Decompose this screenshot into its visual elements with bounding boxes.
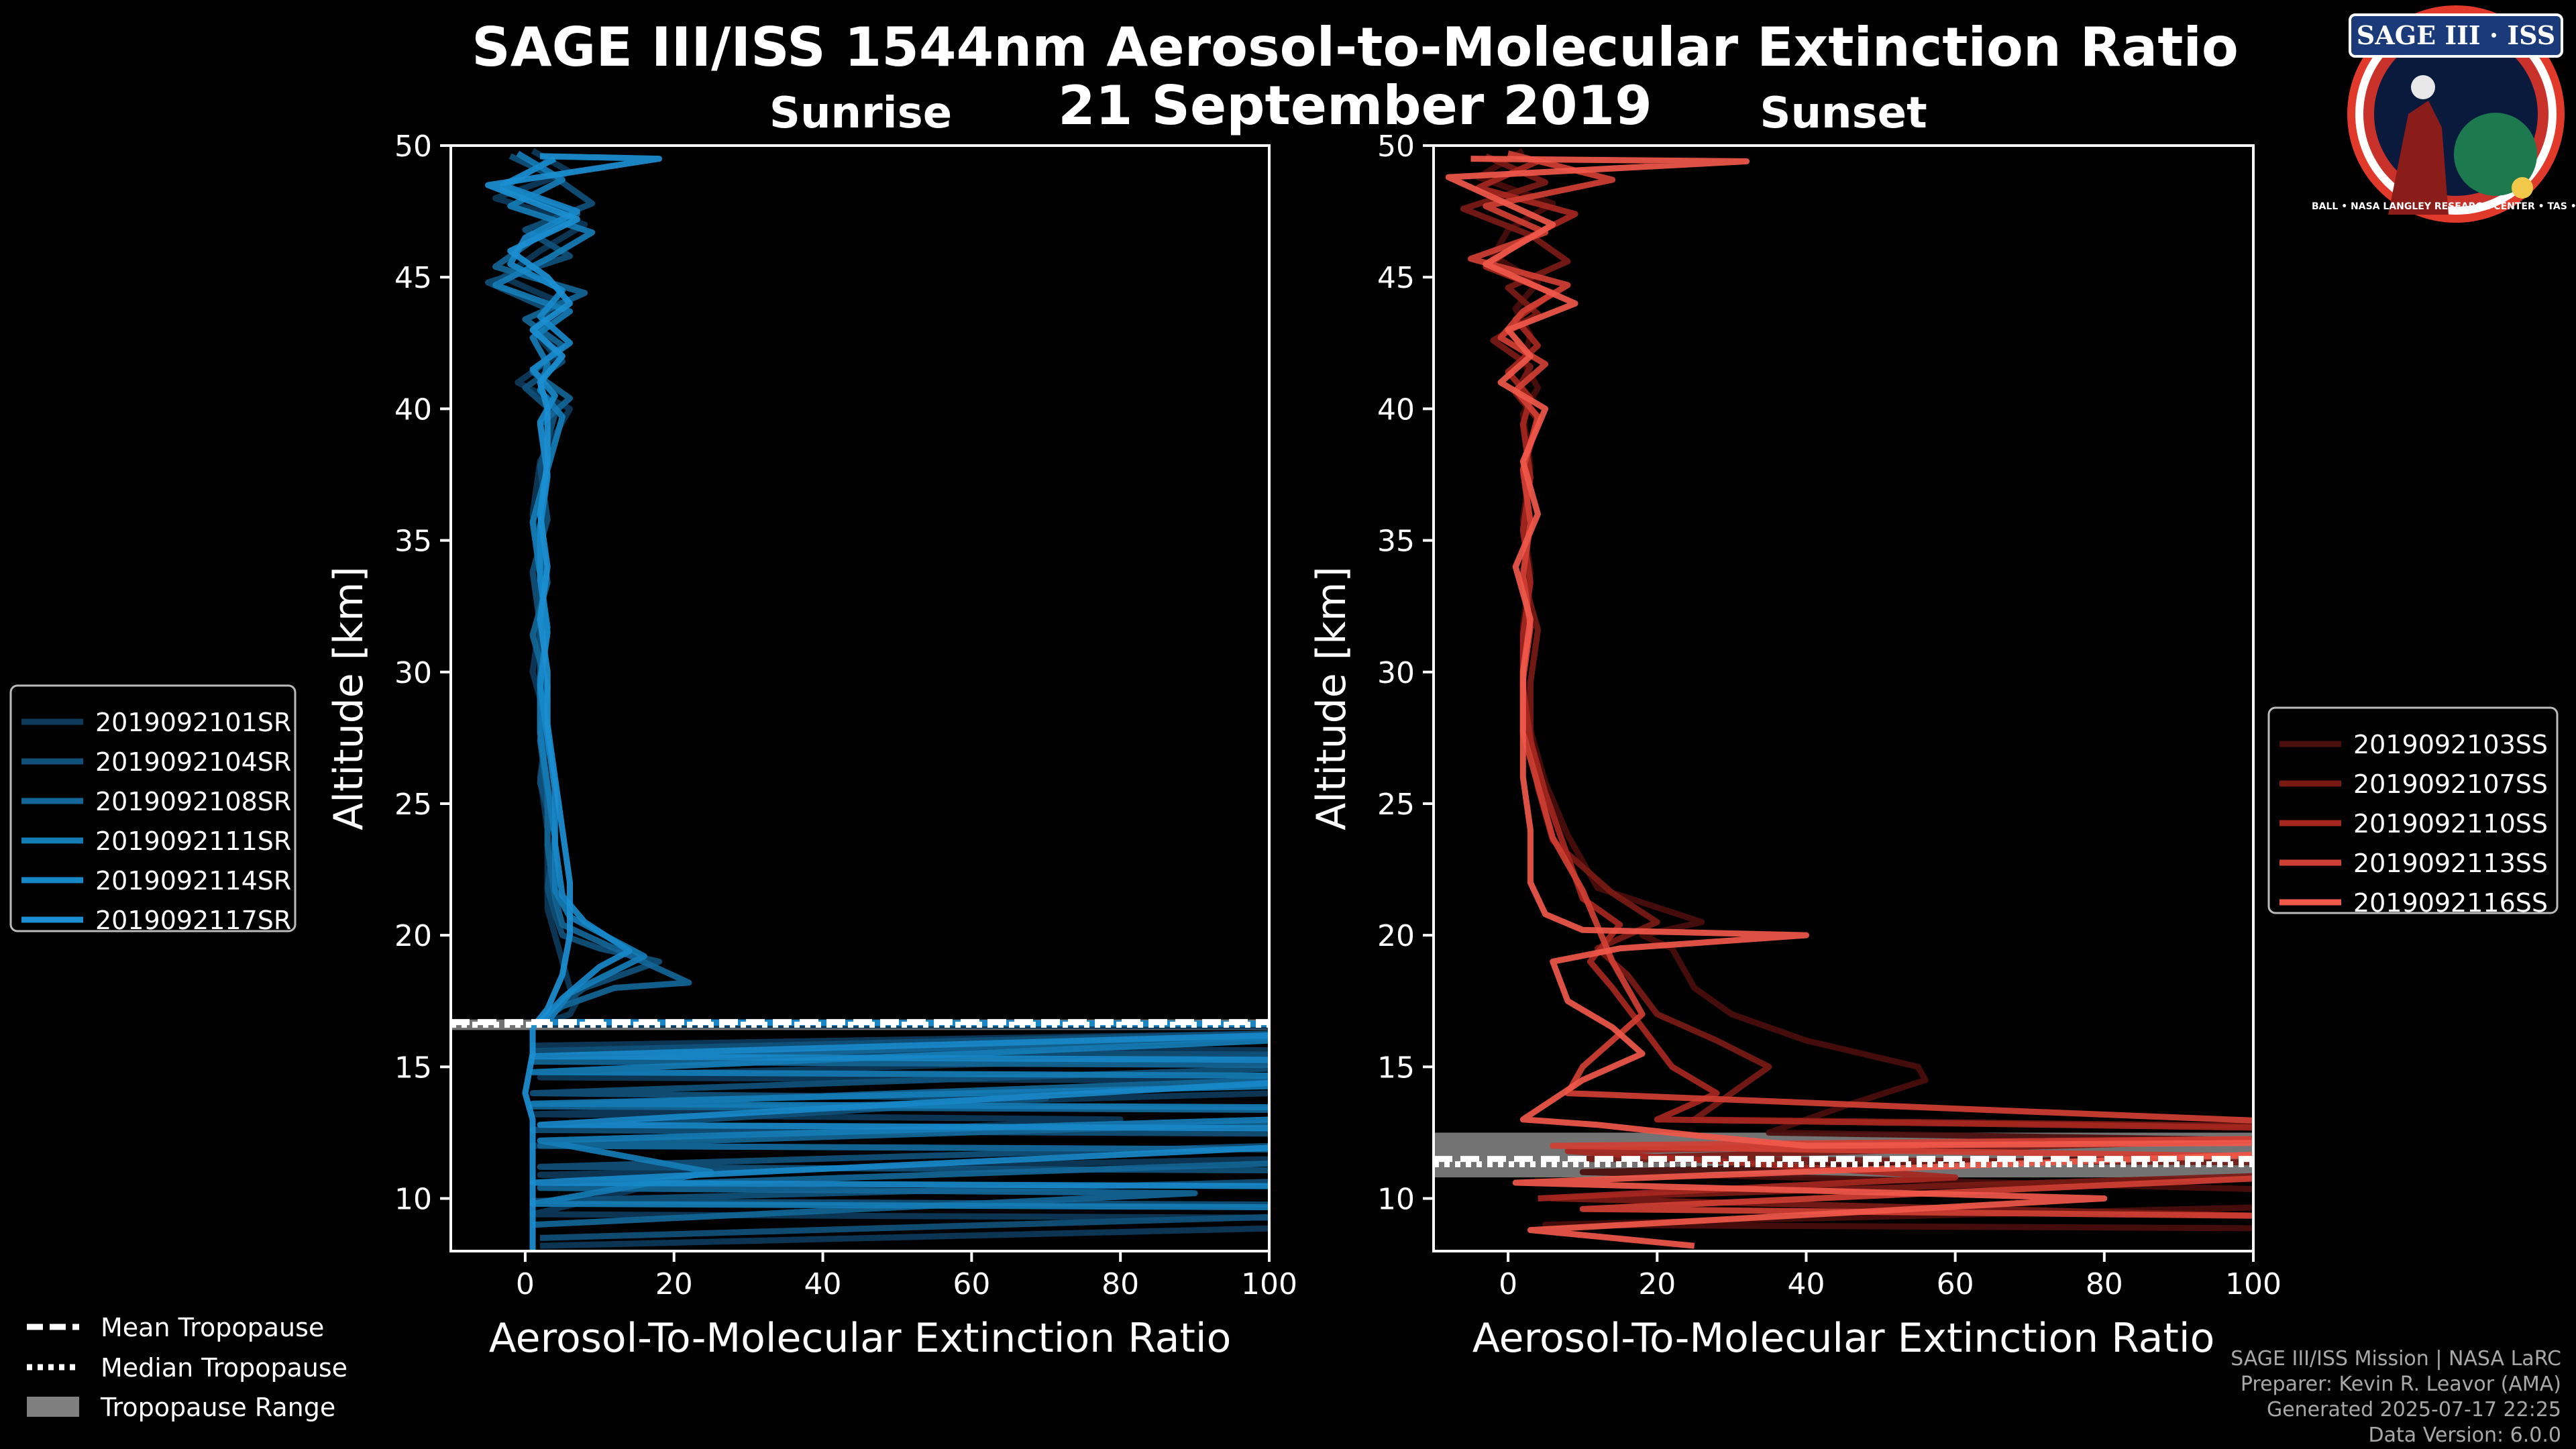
y-tick-label: 50 bbox=[1377, 129, 1415, 164]
legend-label-2019092116SS: 2019092116SS bbox=[2353, 888, 2548, 918]
legend-label-2019092111SR: 2019092111SR bbox=[95, 826, 291, 856]
y-axis-label: Altitude [km] bbox=[1308, 566, 1355, 830]
y-tick-label: 30 bbox=[1377, 656, 1415, 690]
legend-frame bbox=[9, 684, 297, 932]
axes-frame bbox=[1432, 144, 2255, 1252]
x-tick-label: 60 bbox=[953, 1267, 990, 1301]
series-legend: 2019092103SS 2019092107SS 2019092110SS 2019… bbox=[2267, 706, 2559, 918]
legend-label-2019092101SR: 2019092101SR bbox=[95, 708, 291, 737]
legend-label-2019092114SR: 2019092114SR bbox=[95, 866, 291, 896]
y-tick-label: 45 bbox=[1377, 261, 1415, 295]
x-tick-label: 0 bbox=[1499, 1267, 1517, 1301]
y-tick-label: 10 bbox=[1377, 1183, 1415, 1217]
y-tick-label: 15 bbox=[1377, 1051, 1415, 1085]
earth-icon bbox=[2454, 113, 2537, 196]
credit-data-version: Data Version: 6.0.0 bbox=[2369, 1424, 2561, 1447]
credits: SAGE III/ISS Mission | NASA LaRC Prepare… bbox=[2231, 1347, 2561, 1447]
x-tick-label: 80 bbox=[1102, 1267, 1139, 1301]
sunset-plot: 0 20 40 60 80 100 10 15 20 25 30 35 40 45 50 Aerosol-To… bbox=[1308, 129, 2559, 1362]
credit-mission: SAGE III/ISS Mission | NASA LaRC bbox=[2231, 1347, 2561, 1371]
y-tick-label: 30 bbox=[394, 656, 432, 690]
legend-median-tropopause: Median Tropopause bbox=[101, 1353, 347, 1383]
legend-label-2019092117SR: 2019092117SR bbox=[95, 906, 291, 935]
legend-label-2019092113SS: 2019092113SS bbox=[2353, 849, 2548, 878]
x-tick-label: 20 bbox=[655, 1267, 693, 1301]
x-tick-label: 20 bbox=[1638, 1267, 1676, 1301]
sage-iii-iss-badge: SAGE III · ISS BALL • NASA LANGLEY RESEA… bbox=[2312, 5, 2576, 223]
legend-tropopause-range: Tropopause Range bbox=[100, 1393, 335, 1422]
y-tick-label: 35 bbox=[394, 525, 432, 559]
tropopause-range-swatch bbox=[27, 1397, 79, 1417]
sun-icon bbox=[2512, 177, 2533, 199]
legend-label-2019092104SR: 2019092104SR bbox=[95, 747, 291, 777]
y-tick-label: 15 bbox=[394, 1051, 432, 1085]
y-tick-label: 25 bbox=[1377, 788, 1415, 822]
y-tick-label: 50 bbox=[394, 129, 432, 164]
x-tick-label: 80 bbox=[2086, 1267, 2123, 1301]
wizard-icon bbox=[2388, 101, 2449, 215]
sunrise-plot: 0 20 40 60 80 100 10 15 20 25 30 35 40 45 50 Aerosol-To… bbox=[9, 129, 1297, 1362]
axes-frame bbox=[449, 144, 1271, 1252]
y-tick-label: 45 bbox=[394, 261, 432, 295]
credit-preparer: Preparer: Kevin R. Leavor (AMA) bbox=[2241, 1373, 2561, 1396]
y-tick-label: 35 bbox=[1377, 525, 1415, 559]
legend-label-2019092108SR: 2019092108SR bbox=[95, 787, 291, 816]
y-tick-label: 25 bbox=[394, 788, 432, 822]
credit-generated: Generated 2025-07-17 22:25 bbox=[2267, 1398, 2561, 1421]
series-line-2019092117SR bbox=[485, 153, 662, 1251]
x-tick-label: 0 bbox=[516, 1267, 535, 1301]
y-tick-label: 20 bbox=[394, 919, 432, 953]
y-tick-label: 40 bbox=[394, 392, 432, 427]
x-tick-label: 40 bbox=[1787, 1267, 1825, 1301]
x-axis-label: Aerosol-To-Molecular Extinction Ratio bbox=[1472, 1315, 2215, 1362]
badge-name: SAGE III · ISS bbox=[2357, 20, 2555, 50]
x-tick-label: 60 bbox=[1937, 1267, 1974, 1301]
figure-title: SAGE III/ISS 1544nm Aerosol-to-Molecular… bbox=[472, 16, 2239, 78]
legend-label-2019092103SS: 2019092103SS bbox=[2353, 730, 2548, 759]
y-axis-label: Altitude [km] bbox=[325, 566, 372, 830]
x-tick-label: 40 bbox=[804, 1267, 842, 1301]
y-tick-label: 40 bbox=[1377, 392, 1415, 427]
x-tick-label: 100 bbox=[1241, 1267, 1297, 1301]
figure-date: 21 September 2019 bbox=[1058, 74, 1652, 137]
legend-mean-tropopause: Mean Tropopause bbox=[101, 1313, 324, 1342]
badge-rim-text: BALL • NASA LANGLEY RESEARCH CENTER • TA… bbox=[2312, 201, 2576, 212]
y-tick-label: 10 bbox=[394, 1183, 432, 1217]
legend-label-2019092110SS: 2019092110SS bbox=[2353, 809, 2548, 839]
legend-label-2019092107SS: 2019092107SS bbox=[2353, 769, 2548, 799]
x-tick-label: 100 bbox=[2225, 1267, 2282, 1301]
moon-icon bbox=[2411, 75, 2435, 99]
x-axis-label: Aerosol-To-Molecular Extinction Ratio bbox=[489, 1315, 1232, 1362]
tropopause-legend: Mean Tropopause Median Tropopause Tropop… bbox=[27, 1313, 347, 1422]
series-legend: 2019092101SR 2019092104SR 2019092108SR 2019… bbox=[9, 684, 297, 935]
sunrise-subtitle: Sunrise bbox=[769, 89, 952, 138]
sunset-subtitle: Sunset bbox=[1760, 89, 1927, 138]
y-tick-label: 20 bbox=[1377, 919, 1415, 953]
series-line-2019092116SS bbox=[1445, 156, 2253, 1249]
